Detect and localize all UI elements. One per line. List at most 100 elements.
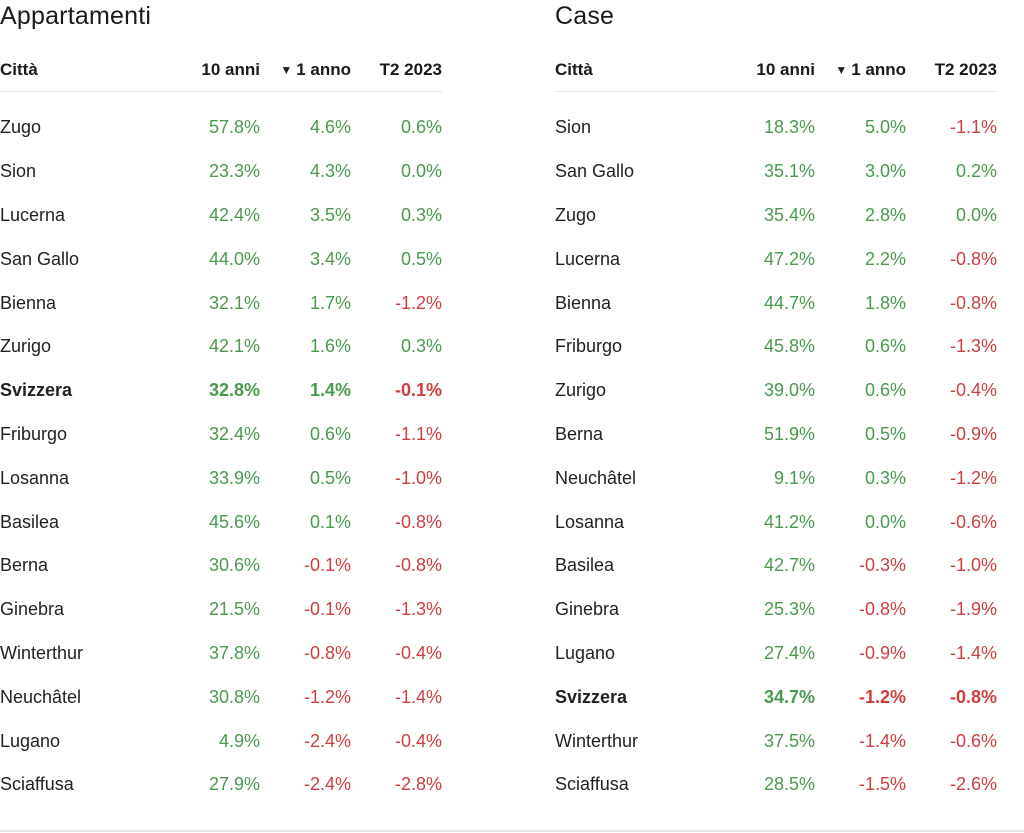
cell-city: Svizzera xyxy=(555,686,628,707)
column-header-q2-2023[interactable]: T2 2023 xyxy=(934,60,997,79)
cell-1-year: -1.4% xyxy=(858,730,906,751)
cell-q2-2023: -1.2% xyxy=(394,292,442,313)
cell-city: San Gallo xyxy=(0,248,80,269)
table-row: Losanna 41.2% 0.0% -0.6% xyxy=(555,500,997,544)
column-header-1-year-label: 1 anno xyxy=(296,60,351,79)
cell-q2-2023: -2.8% xyxy=(394,774,442,795)
cell-1-year: -2.4% xyxy=(303,730,351,751)
cell-q2-2023: -1.2% xyxy=(949,467,997,488)
cell-city: Lugano xyxy=(555,642,616,663)
cell-1-year: 0.3% xyxy=(864,467,906,488)
table-row: Zugo 35.4% 2.8% 0.0% xyxy=(555,194,997,238)
table-row: San Gallo 44.0% 3.4% 0.5% xyxy=(0,237,442,281)
triangle-down-icon: ▼ xyxy=(835,63,848,77)
cell-10-years: 37.5% xyxy=(763,730,815,751)
column-header-city[interactable]: Città xyxy=(555,60,593,79)
cell-city: Neuchâtel xyxy=(0,686,82,707)
cell-q2-2023: -1.3% xyxy=(394,599,442,620)
cell-10-years: 51.9% xyxy=(763,423,815,444)
cell-1-year: 0.5% xyxy=(864,423,906,444)
table-row: Sion 18.3% 5.0% -1.1% xyxy=(555,106,997,150)
cell-1-year: -0.8% xyxy=(858,599,906,620)
cell-10-years: 27.4% xyxy=(763,642,815,663)
table-row: Lugano 27.4% -0.9% -1.4% xyxy=(555,632,997,676)
cell-q2-2023: -1.3% xyxy=(949,336,997,357)
header-divider xyxy=(0,91,442,106)
cell-1-year: 0.1% xyxy=(309,511,351,532)
cell-city: Ginebra xyxy=(0,599,65,620)
cell-10-years: 33.9% xyxy=(208,467,260,488)
cell-city: Sion xyxy=(555,117,592,138)
cell-q2-2023: -1.0% xyxy=(394,467,442,488)
cell-1-year: 0.6% xyxy=(864,336,906,357)
cell-q2-2023: -2.6% xyxy=(949,774,997,795)
cell-10-years: 37.8% xyxy=(208,642,260,663)
cell-1-year: -2.4% xyxy=(303,774,351,795)
column-header-q2-2023[interactable]: T2 2023 xyxy=(379,60,442,79)
cell-10-years: 34.7% xyxy=(763,686,815,707)
cell-city: Friburgo xyxy=(555,336,623,357)
cell-q2-2023: -0.4% xyxy=(394,730,442,751)
cell-q2-2023: -0.1% xyxy=(394,380,442,401)
cell-1-year: 1.6% xyxy=(309,336,351,357)
houses-table: Città 10 anni ▼ 1 anno T2 2023 Sion 18.3% 5… xyxy=(555,49,997,807)
cell-q2-2023: -1.9% xyxy=(949,599,997,620)
table-row: Sion 23.3% 4.3% 0.0% xyxy=(0,150,442,194)
cell-10-years: 4.9% xyxy=(218,730,260,751)
cell-10-years: 44.0% xyxy=(208,248,260,269)
cell-city: Basilea xyxy=(0,511,60,532)
cell-q2-2023: -0.6% xyxy=(949,511,997,532)
table-row: Winterthur 37.5% -1.4% -0.6% xyxy=(555,719,997,763)
table-row: Berna 30.6% -0.1% -0.8% xyxy=(0,544,442,588)
cell-city: San Gallo xyxy=(555,161,635,182)
column-header-10-years[interactable]: 10 anni xyxy=(756,60,815,79)
cell-city: Zugo xyxy=(0,117,42,138)
cell-1-year: -1.2% xyxy=(858,686,906,707)
cell-q2-2023: -1.1% xyxy=(949,117,997,138)
column-header-city[interactable]: Città xyxy=(0,60,38,79)
cell-city: Losanna xyxy=(555,511,625,532)
cell-10-years: 42.4% xyxy=(208,204,260,225)
table-row: Berna 51.9% 0.5% -0.9% xyxy=(555,413,997,457)
column-header-10-years[interactable]: 10 anni xyxy=(201,60,260,79)
cell-q2-2023: -0.4% xyxy=(949,380,997,401)
cell-q2-2023: -1.4% xyxy=(394,686,442,707)
cell-1-year: -0.9% xyxy=(858,642,906,663)
cell-10-years: 18.3% xyxy=(763,117,815,138)
cell-10-years: 25.3% xyxy=(763,599,815,620)
cell-q2-2023: -1.4% xyxy=(949,642,997,663)
table-row: Zurigo 42.1% 1.6% 0.3% xyxy=(0,325,442,369)
cell-q2-2023: -0.8% xyxy=(949,686,997,707)
cell-city: Winterthur xyxy=(555,730,639,751)
cell-city: Basilea xyxy=(555,555,615,576)
cell-10-years: 28.5% xyxy=(763,774,815,795)
cell-1-year: 3.4% xyxy=(309,248,351,269)
cell-city: Lucerna xyxy=(0,204,66,225)
table-header-row: Città 10 anni ▼ 1 anno T2 2023 xyxy=(555,49,997,92)
cell-10-years: 9.1% xyxy=(773,467,815,488)
cell-city: Winterthur xyxy=(0,642,84,663)
column-header-1-year[interactable]: ▼ 1 anno xyxy=(260,49,351,92)
cell-q2-2023: 0.0% xyxy=(400,161,442,182)
cell-1-year: 2.2% xyxy=(864,248,906,269)
table-row: Neuchâtel 30.8% -1.2% -1.4% xyxy=(0,675,442,719)
cell-1-year: 2.8% xyxy=(864,204,906,225)
apartments-table-body: Zugo 57.8% 4.6% 0.6% Sion 23.3% 4.3% 0.0% Lucern… xyxy=(0,91,442,807)
triangle-down-icon: ▼ xyxy=(280,63,293,77)
cell-10-years: 39.0% xyxy=(763,380,815,401)
cell-1-year: -0.1% xyxy=(303,555,351,576)
cell-10-years: 45.8% xyxy=(763,336,815,357)
cell-city: Berna xyxy=(0,555,49,576)
cell-10-years: 30.6% xyxy=(208,555,260,576)
cell-10-years: 27.9% xyxy=(208,774,260,795)
cell-q2-2023: -0.8% xyxy=(394,555,442,576)
cell-10-years: 21.5% xyxy=(208,599,260,620)
table-row: San Gallo 35.1% 3.0% 0.2% xyxy=(555,150,997,194)
column-header-1-year[interactable]: ▼ 1 anno xyxy=(815,49,906,92)
table-row: Friburgo 32.4% 0.6% -1.1% xyxy=(0,413,442,457)
cell-10-years: 45.6% xyxy=(208,511,260,532)
cell-1-year: -0.1% xyxy=(303,599,351,620)
table-row: Ginebra 21.5% -0.1% -1.3% xyxy=(0,588,442,632)
apartments-table: Città 10 anni ▼ 1 anno T2 2023 Zugo 57.8% 4… xyxy=(0,49,442,807)
header-divider xyxy=(555,91,997,106)
